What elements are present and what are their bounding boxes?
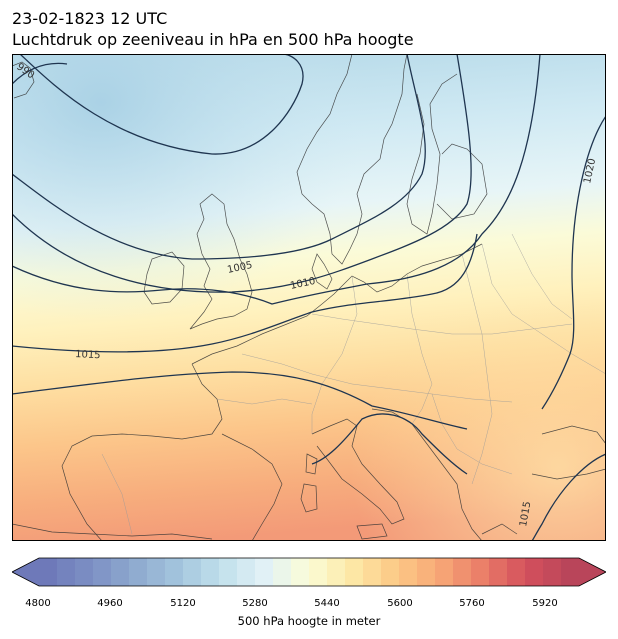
colorbar-segment — [129, 558, 148, 586]
isobar-label-1010: 1010 — [289, 276, 316, 292]
colorbar-outline — [12, 557, 606, 587]
map-title-date: 23-02-1823 12 UTC — [12, 9, 168, 28]
colorbar-segment — [543, 558, 562, 586]
colorbar-segment — [489, 558, 508, 586]
colorbar-segment — [273, 558, 292, 586]
colorbar-segment — [201, 558, 220, 586]
colorbar-segment — [165, 558, 184, 586]
country-borders — [101, 233, 606, 535]
colorbar-title: 500 hPa hoogte in meter — [237, 614, 381, 628]
isobar-label-1020: 1020 — [582, 157, 598, 184]
colorbar-extend-high — [579, 558, 606, 586]
isobars — [12, 54, 606, 541]
isobar-1015b — [12, 233, 478, 353]
colorbar-segment — [417, 558, 436, 586]
colorbar-segment — [399, 558, 418, 586]
colorbar-segment — [39, 558, 58, 586]
colorbar-tick-4800: 4800 — [25, 598, 51, 609]
colorbar-segment — [507, 558, 526, 586]
isobar-label-1015-east: 1015 — [518, 501, 533, 528]
coastlines — [12, 54, 606, 541]
colorbar-segment — [219, 558, 238, 586]
colorbar-segment — [435, 558, 454, 586]
colorbar-segment — [345, 558, 364, 586]
isobar-1015-south — [12, 371, 468, 430]
colorbar-segment — [147, 558, 166, 586]
isobar-1020 — [541, 115, 606, 410]
colorbar-tick-5120: 5120 — [170, 598, 196, 609]
colorbar-segment — [93, 558, 112, 586]
isobar-1000-north — [19, 54, 304, 155]
colorbar-segment — [381, 558, 400, 586]
map-frame — [12, 54, 606, 541]
colorbar-extend-low — [12, 558, 39, 586]
colorbar-tick-4960: 4960 — [97, 598, 123, 609]
colorbar-tick-5760: 5760 — [459, 598, 485, 609]
isobar-label-1005: 1005 — [226, 260, 253, 276]
colorbar-segment — [471, 558, 490, 586]
colorbar-segment — [525, 558, 544, 586]
isobar-990 — [12, 62, 68, 85]
isobar-label-1015: 1015 — [75, 349, 101, 361]
isobar-1015-east — [531, 453, 606, 541]
map-title-description: Luchtdruk op zeeniveau in hPa en 500 hPa… — [12, 30, 414, 49]
weather-map: 990 1005 1010 1015 1020 1015 — [12, 54, 606, 541]
colorbar-segment — [561, 558, 580, 586]
colorbar-segment — [237, 558, 256, 586]
isobar-alps — [311, 413, 468, 475]
colorbar-segment — [309, 558, 328, 586]
isobar-1010 — [12, 54, 472, 293]
colorbar-segment — [327, 558, 346, 586]
colorbar-segment — [75, 558, 94, 586]
colorbar-segment — [291, 558, 310, 586]
colorbar-segment — [363, 558, 382, 586]
colorbar-segment — [453, 558, 472, 586]
colorbar-tick-5600: 5600 — [387, 598, 413, 609]
isobar-1005 — [12, 54, 426, 260]
colorbar-tick-5920: 5920 — [532, 598, 558, 609]
colorbar-segment — [111, 558, 130, 586]
colorbar — [12, 557, 606, 587]
isobar-1015a — [12, 54, 541, 305]
colorbar-segment — [183, 558, 202, 586]
colorbar-tick-5440: 5440 — [314, 598, 340, 609]
colorbar-segment — [255, 558, 274, 586]
high-pressure-shading — [12, 54, 606, 541]
colorbar-tick-5280: 5280 — [242, 598, 268, 609]
colorbar-segment — [57, 558, 76, 586]
